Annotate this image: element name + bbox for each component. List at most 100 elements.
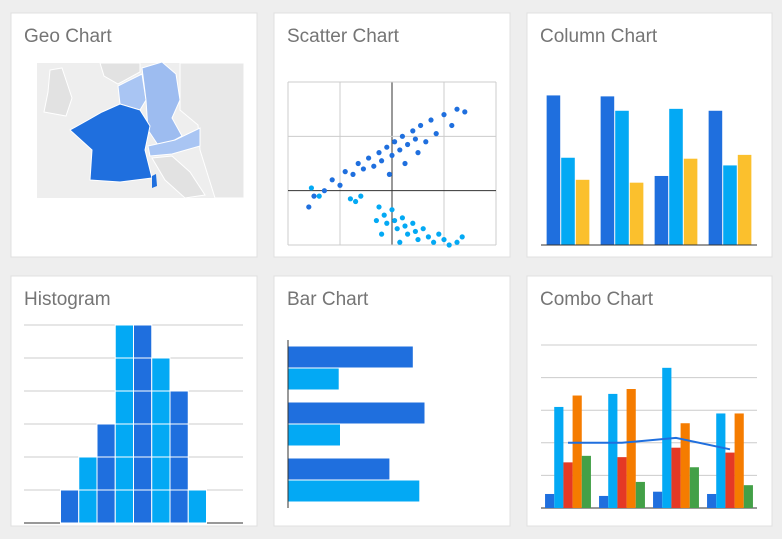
histogram-bar (151, 357, 171, 524)
card-title: Combo Chart (540, 289, 654, 310)
map-region (151, 155, 206, 199)
scatter-point (379, 231, 385, 237)
bar (288, 402, 425, 424)
scatter-point (366, 155, 372, 161)
histogram-bar (187, 489, 207, 524)
scatter-point (355, 160, 361, 167)
card-title: Geo Chart (24, 26, 112, 47)
scatter-point (384, 144, 390, 150)
scatter-point (350, 171, 356, 177)
histogram-bar (60, 489, 80, 524)
column (669, 108, 683, 245)
scatter-point (376, 150, 382, 156)
column (629, 182, 644, 245)
scatter-point (379, 158, 385, 164)
map-region (99, 62, 141, 85)
column (654, 175, 669, 245)
combo-line (568, 436, 731, 451)
scatter-point (389, 152, 395, 158)
scatter-point (459, 234, 465, 240)
combo-bar (725, 452, 735, 508)
scatter-point (321, 188, 327, 194)
scatter-point (394, 226, 400, 232)
combo-bar (653, 491, 663, 508)
scatter-point (397, 239, 403, 245)
scatter-point (420, 226, 426, 232)
scatter-point (454, 239, 460, 245)
combo-bar (716, 413, 726, 508)
scatter-point (389, 207, 395, 213)
scatter-point (353, 198, 359, 205)
scatter-point (454, 106, 460, 112)
combo-bar (572, 395, 582, 508)
scatter-point (347, 196, 353, 202)
scatter-point (446, 242, 452, 248)
scatter-point (342, 169, 348, 175)
column (561, 157, 575, 245)
scatter-point (337, 182, 343, 188)
bar (288, 424, 340, 446)
scatter-point (308, 185, 314, 191)
scatter-point (384, 220, 390, 226)
combo-bar (707, 493, 717, 508)
card-title: Histogram (24, 289, 111, 310)
geo-map (37, 61, 245, 199)
combo-bar (743, 485, 753, 508)
scatter-point (412, 136, 418, 142)
scatter-point (441, 236, 447, 243)
combo-bar (671, 447, 681, 508)
column (737, 154, 752, 245)
combo-bar (581, 455, 591, 508)
scatter-point (392, 139, 398, 145)
scatter-point (405, 141, 411, 148)
combo-bar (680, 423, 690, 508)
column (575, 179, 590, 245)
scatter-point (311, 193, 317, 199)
combo-bar (599, 495, 609, 508)
scatter-point (433, 131, 439, 137)
combo-bar (563, 462, 573, 508)
scatter-point (441, 112, 447, 118)
map-region (141, 61, 183, 149)
combo-bar (545, 493, 555, 508)
combo-bar (554, 406, 564, 508)
scatter-point (381, 212, 387, 218)
card-title: Column Chart (540, 26, 658, 47)
map-region (152, 174, 157, 188)
scatter-point (397, 147, 403, 153)
card-title: Bar Chart (287, 289, 369, 310)
map-region (179, 62, 245, 199)
scatter-point (399, 133, 405, 139)
scatter-point (399, 215, 405, 221)
map-region (147, 127, 201, 157)
scatter-point (402, 223, 408, 229)
combo-bar (689, 467, 699, 508)
scatter-point (329, 177, 335, 183)
column (546, 95, 561, 246)
scatter-point (371, 163, 377, 169)
bar (288, 480, 420, 502)
combo-bar (608, 393, 618, 508)
scatter-point (431, 239, 437, 245)
scatter-point (415, 150, 421, 156)
map-region (117, 73, 147, 111)
scatter-point (462, 109, 468, 115)
scatter-point (410, 220, 416, 226)
scatter-point (306, 204, 312, 210)
combo-bar (617, 457, 627, 508)
scatter-point (405, 231, 411, 237)
scatter-point (360, 166, 366, 172)
scatter-point (316, 193, 322, 199)
bar (288, 346, 413, 368)
bar (288, 458, 390, 480)
bar (288, 368, 339, 390)
combo-bar (626, 389, 636, 508)
card-title: Scatter Chart (287, 26, 400, 47)
combo-bar (734, 413, 744, 508)
histogram-bar (96, 423, 116, 524)
scatter-point (415, 236, 421, 243)
scatter-point (428, 117, 434, 123)
scatter-point (376, 204, 382, 210)
scatter-point (412, 228, 418, 235)
